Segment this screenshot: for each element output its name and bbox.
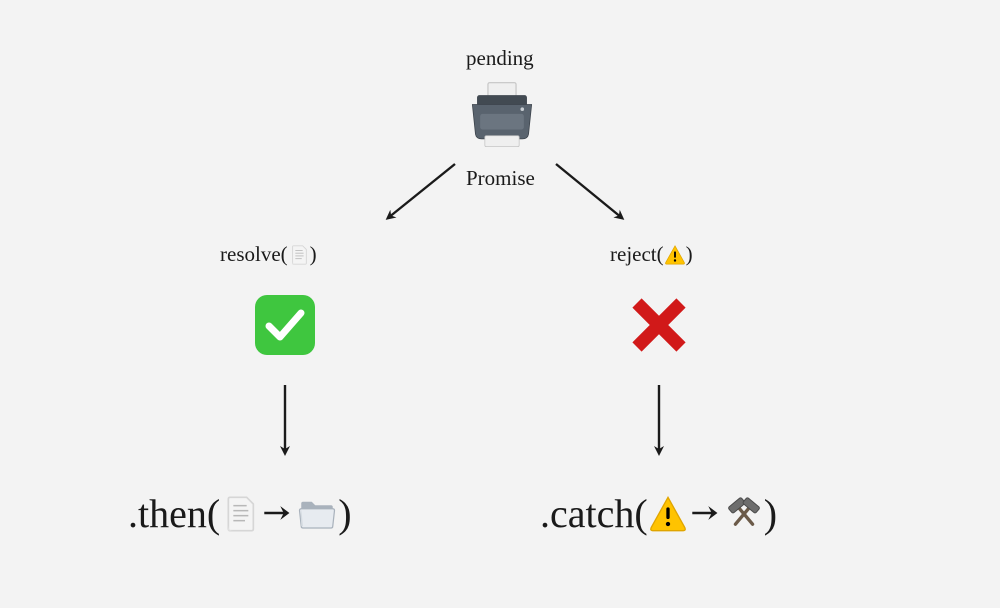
warning-icon [648,494,688,534]
diagram-canvas: pending Promise reso [0,0,1000,608]
reject-text-prefix: reject( [610,242,664,267]
resolve-text-prefix: resolve( [220,242,288,267]
reject-text-suffix: ) [686,242,693,267]
catch-text-suffix: ) [764,490,777,537]
check-icon [250,290,320,360]
reject-label: reject( ) [610,242,693,267]
arrow-right-icon [690,490,722,537]
then-label: .then( ) [128,490,352,537]
catch-label: .catch( [540,490,777,537]
then-text-suffix: ) [338,490,351,537]
warning-icon [664,244,686,266]
resolve-text-suffix: ) [310,242,317,267]
tools-icon [724,494,764,534]
catch-text-prefix: .catch( [540,490,648,537]
arrow-right-icon [262,490,294,537]
then-text-prefix: .then( [128,490,220,537]
folder-icon [296,493,338,535]
page-icon [220,494,260,534]
page-icon [288,244,310,266]
resolve-label: resolve( ) [220,242,317,267]
cross-icon [624,290,694,360]
